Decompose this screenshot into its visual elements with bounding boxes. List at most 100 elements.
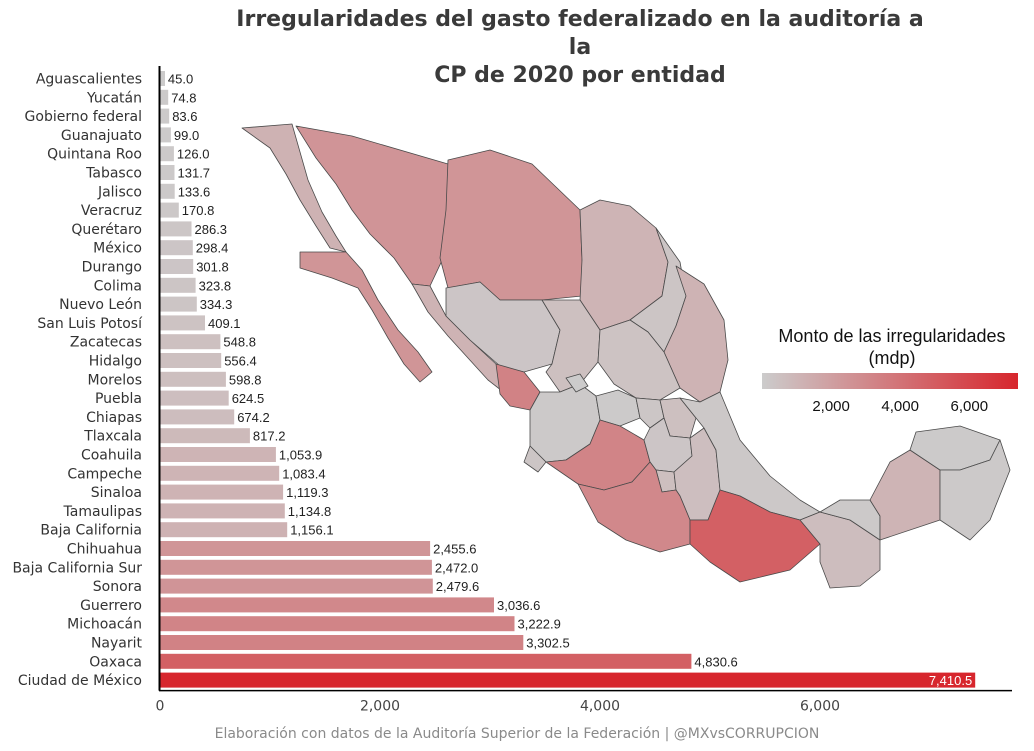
map-region-chihuahua: [439, 149, 583, 301]
category-label: Hidalgo: [89, 354, 142, 370]
category-label: Colima: [94, 278, 142, 294]
category-label: Chiapas: [86, 410, 142, 426]
legend-colorbar: [762, 373, 1018, 389]
bar: [160, 89, 169, 105]
value-label: 2,455.6: [433, 542, 476, 557]
category-label: Chihuahua: [67, 542, 142, 558]
legend-title-line1: Monto de las irregularidades: [778, 326, 1006, 346]
bar: [160, 353, 222, 368]
map-region-campeche: [869, 449, 941, 541]
bar: [160, 183, 175, 199]
category-label: Guerrero: [80, 598, 142, 614]
category-label: Sinaloa: [91, 485, 142, 501]
category-label: Jalisco: [97, 184, 142, 200]
category-label: Michoacán: [67, 617, 142, 633]
bar: [160, 541, 431, 556]
value-label: 286.3: [195, 222, 228, 237]
chart-title-line1: Irregularidades del gasto federalizado e…: [236, 7, 924, 60]
bar: [160, 447, 276, 462]
legend-title-line2: (mdp): [868, 348, 916, 368]
category-label: México: [93, 241, 142, 257]
legend-tick-label: 6,000: [951, 398, 989, 415]
category-label: San Luis Potosí: [37, 316, 143, 332]
value-label: 674.2: [237, 410, 270, 425]
bar: [160, 390, 229, 406]
value-label: 548.8: [223, 335, 256, 350]
value-label: 126.0: [177, 147, 210, 162]
map-region-guerrero: [577, 461, 691, 553]
bar: [160, 259, 194, 274]
bar: [160, 221, 192, 237]
bar: [160, 672, 976, 688]
value-label: 556.4: [224, 354, 257, 369]
category-label: Campeche: [67, 466, 142, 482]
map-region-colima: [523, 445, 547, 473]
chart-title: Irregularidades del gasto federalizado e…: [230, 6, 930, 90]
bar: [160, 296, 197, 312]
value-label: 7,410.5: [929, 673, 972, 688]
bar: [160, 409, 235, 425]
bar: [160, 315, 205, 331]
value-label: 99.0: [174, 128, 199, 143]
category-label: Tabasco: [85, 166, 142, 182]
category-label: Quintana Roo: [47, 147, 142, 163]
bar: [160, 653, 692, 669]
category-label: Baja California Sur: [12, 560, 142, 576]
value-label: 817.2: [253, 429, 286, 444]
category-label: Querétaro: [71, 222, 142, 238]
value-label: 45.0: [168, 72, 193, 87]
value-label: 170.8: [182, 203, 215, 218]
value-label: 3,302.5: [526, 636, 569, 651]
bar: [160, 428, 250, 444]
bar: [160, 127, 171, 143]
bar: [160, 522, 288, 538]
category-label: Durango: [82, 260, 142, 276]
legend-tick-label: 2,000: [812, 398, 850, 415]
value-label: 298.4: [196, 241, 229, 256]
value-label: 2,472.0: [435, 560, 478, 575]
chart-caption: Elaboración con datos de la Auditoría Su…: [214, 726, 820, 742]
value-label: 4,830.6: [694, 654, 737, 669]
category-label: Tlaxcala: [83, 429, 142, 445]
category-label: Zacatecas: [70, 335, 142, 351]
category-label: Oaxaca: [89, 654, 142, 670]
choropleth-map: [241, 123, 1011, 589]
bar: [160, 165, 175, 180]
bar: [160, 484, 284, 500]
bar: [160, 334, 221, 350]
bar: [160, 146, 174, 162]
map-region-baja-california-sur: [299, 251, 433, 383]
x-tick-label: 6,000: [800, 699, 840, 715]
value-label: 1,053.9: [279, 448, 322, 463]
category-label: Aguascalientes: [36, 72, 142, 88]
value-label: 1,156.1: [290, 523, 333, 538]
map-region-san-luis-potosi: [597, 319, 681, 401]
bar-chart: Aguascalientes 45.0 Yucatán 74.8 Gobierno fe…: [12, 66, 1012, 715]
value-label: 409.1: [208, 316, 241, 331]
bar: [160, 635, 524, 650]
value-label: 301.8: [196, 260, 229, 275]
category-label: Guanajuato: [61, 128, 142, 144]
category-label: Yucatán: [86, 90, 142, 106]
category-label: Ciudad de México: [18, 673, 142, 689]
value-label: 131.7: [178, 166, 211, 181]
chart-title-line2: CP de 2020 por entidad: [434, 63, 726, 88]
value-label: 598.8: [229, 372, 262, 387]
x-tick-label: 4,000: [580, 699, 620, 715]
category-label: Tamaulipas: [63, 504, 142, 520]
value-label: 1,083.4: [282, 466, 325, 481]
map-region-aguascalientes: [565, 373, 589, 393]
value-label: 133.6: [178, 184, 211, 199]
bar: [160, 202, 179, 218]
bar: [160, 108, 170, 124]
bar: [160, 240, 193, 256]
value-label: 334.3: [200, 297, 233, 312]
bar: [160, 578, 433, 594]
value-label: 624.5: [232, 391, 265, 406]
category-label: Veracruz: [81, 203, 142, 219]
map-region-quintana-roo: [939, 439, 1011, 541]
legend-tick-label: 4,000: [881, 398, 919, 415]
value-label: 1,119.3: [286, 485, 328, 500]
value-label: 1,134.8: [288, 504, 331, 519]
category-label: Coahuila: [81, 448, 142, 464]
